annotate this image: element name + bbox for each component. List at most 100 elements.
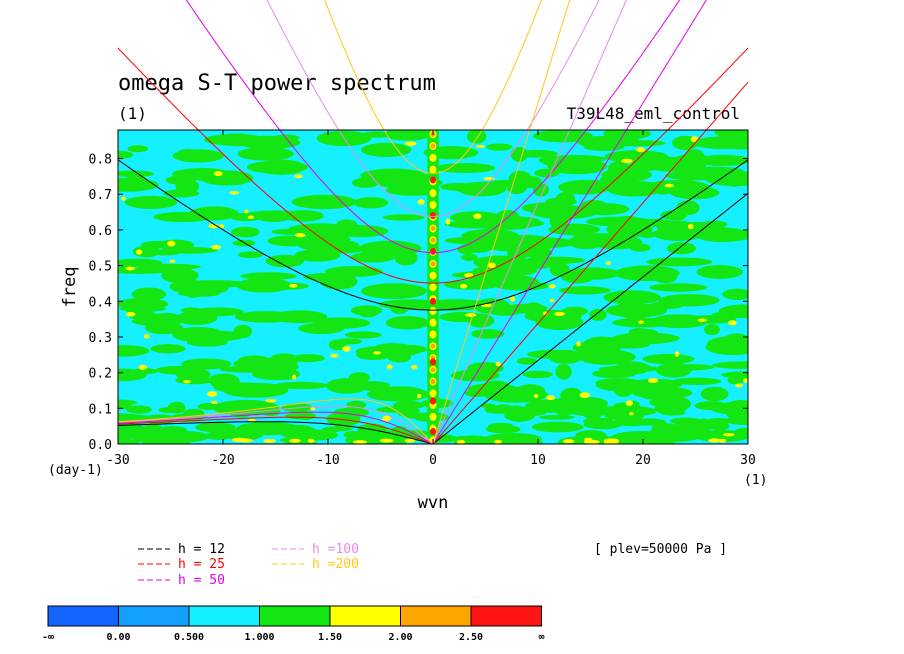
spectrum-cell: [735, 130, 748, 138]
rossby-curve-h50: [118, 411, 434, 444]
spectrum-cell: [237, 147, 294, 161]
spectrum-cell: [417, 199, 425, 205]
spectrum-cell: [662, 159, 696, 170]
spectrum-cell: [548, 284, 556, 289]
spectrum-cell: [183, 408, 205, 417]
spectrum-cell: [127, 145, 148, 153]
spectrum-cell: [319, 278, 351, 285]
spectrum-cell: [534, 168, 560, 178]
spectrum-cell: [722, 288, 748, 300]
spectrum-cell: [538, 155, 571, 165]
spectrum-cell: [430, 247, 436, 255]
spectrum-cell: [258, 215, 289, 222]
spectrum-cell: [611, 332, 680, 345]
spectrum-cell: [342, 346, 351, 352]
spectrum-cell: [613, 215, 642, 229]
spectrum-cell: [131, 433, 168, 443]
spectrum-cell: [244, 209, 249, 214]
spectrum-cell: [407, 408, 420, 414]
colorbar-label: -∞: [42, 632, 54, 643]
spectrum-cell: [473, 213, 482, 219]
spectrum-cell: [172, 326, 225, 343]
spectrum-cell: [118, 345, 150, 357]
spectrum-cell: [646, 257, 713, 267]
spectrum-cell: [279, 426, 305, 435]
spectrum-cell: [361, 131, 392, 138]
subtitle-left: (1): [118, 104, 147, 123]
spectrum-cell: [294, 174, 303, 179]
gravity-curve-h100: [266, 0, 600, 217]
colorbar-label: ∞: [538, 632, 544, 643]
spectrum-cell: [204, 133, 267, 146]
spectrum-cell: [352, 440, 367, 444]
spectrum-cell: [386, 364, 393, 370]
spectrum-cell: [456, 439, 466, 444]
spectrum-cell: [686, 189, 712, 199]
spectrum-cell: [651, 423, 680, 434]
x-tick-label: -30: [106, 453, 129, 468]
spectrum-cell: [202, 282, 229, 294]
spectrum-cell: [404, 141, 417, 146]
spectrum-cell: [735, 409, 748, 417]
spectrum-cell: [605, 261, 611, 266]
colorbar-label: 0.500: [174, 632, 204, 643]
spectrum-cell: [693, 136, 748, 150]
spectrum-cell: [124, 195, 178, 209]
spectrum-cell: [172, 149, 224, 163]
spectrum-cell: [567, 267, 620, 280]
spectrum-cell: [195, 422, 236, 433]
spectrum-cell: [640, 390, 672, 400]
spectrum-cell: [382, 214, 425, 221]
spectrum-cell: [386, 344, 428, 354]
spectrum-cell: [440, 182, 479, 191]
spectrum-cell: [231, 226, 260, 238]
x-tick-label: 30: [740, 453, 756, 468]
spectrum-cell: [486, 143, 513, 151]
spectrum-cell: [307, 438, 315, 443]
x-tick-label: 10: [530, 453, 546, 468]
spectrum-cell: [390, 173, 439, 188]
heatmap-cells: [118, 130, 748, 444]
spectrum-cell: [231, 437, 247, 442]
spectrum-cell: [727, 400, 748, 409]
spectrum-cell: [298, 322, 345, 334]
colorbar-swatch: [259, 605, 331, 627]
spectrum-cell: [666, 242, 697, 255]
colorbar-swatch: [400, 605, 472, 627]
spectrum-cell: [350, 252, 395, 263]
colorbar-label: 0.00: [106, 632, 130, 643]
spectrum-cell: [292, 374, 297, 380]
spectrum-cell: [136, 249, 143, 255]
y-tick-label: 0.1: [89, 402, 112, 417]
x-tick-label: 20: [635, 453, 651, 468]
spectrum-cell: [271, 310, 328, 324]
spectrum-cell: [604, 412, 645, 421]
spectrum-cell: [430, 358, 436, 366]
spectrum-cell: [325, 378, 369, 394]
spectrum-cell: [430, 237, 436, 243]
spectrum-cell: [387, 352, 412, 363]
spectrum-cell: [281, 210, 324, 222]
spectrum-cell: [118, 150, 134, 159]
spectrum-cell: [546, 395, 556, 401]
x-tick-label: 0: [429, 453, 437, 468]
spectrum-cell: [180, 307, 201, 314]
spectrum-cell: [467, 362, 504, 375]
dispersion-curves: [118, 0, 748, 444]
spectrum-cell: [649, 283, 708, 292]
spectrum-cell: [384, 130, 432, 141]
spectrum-cell: [219, 224, 224, 229]
spectrum-cell: [459, 284, 468, 289]
spectrum-cell: [197, 402, 219, 411]
spectrum-cell: [676, 200, 700, 216]
spectrum-cell: [310, 407, 316, 411]
spectrum-cell: [629, 243, 651, 252]
spectrum-cell: [150, 249, 181, 256]
y-unit-label: (day-1): [48, 463, 103, 478]
spectrum-cell: [119, 426, 136, 432]
heatmap-area: [118, 130, 748, 444]
spectrum-cell: [595, 380, 662, 391]
spectrum-cell: [351, 177, 379, 188]
x-tick-label: -20: [211, 453, 234, 468]
